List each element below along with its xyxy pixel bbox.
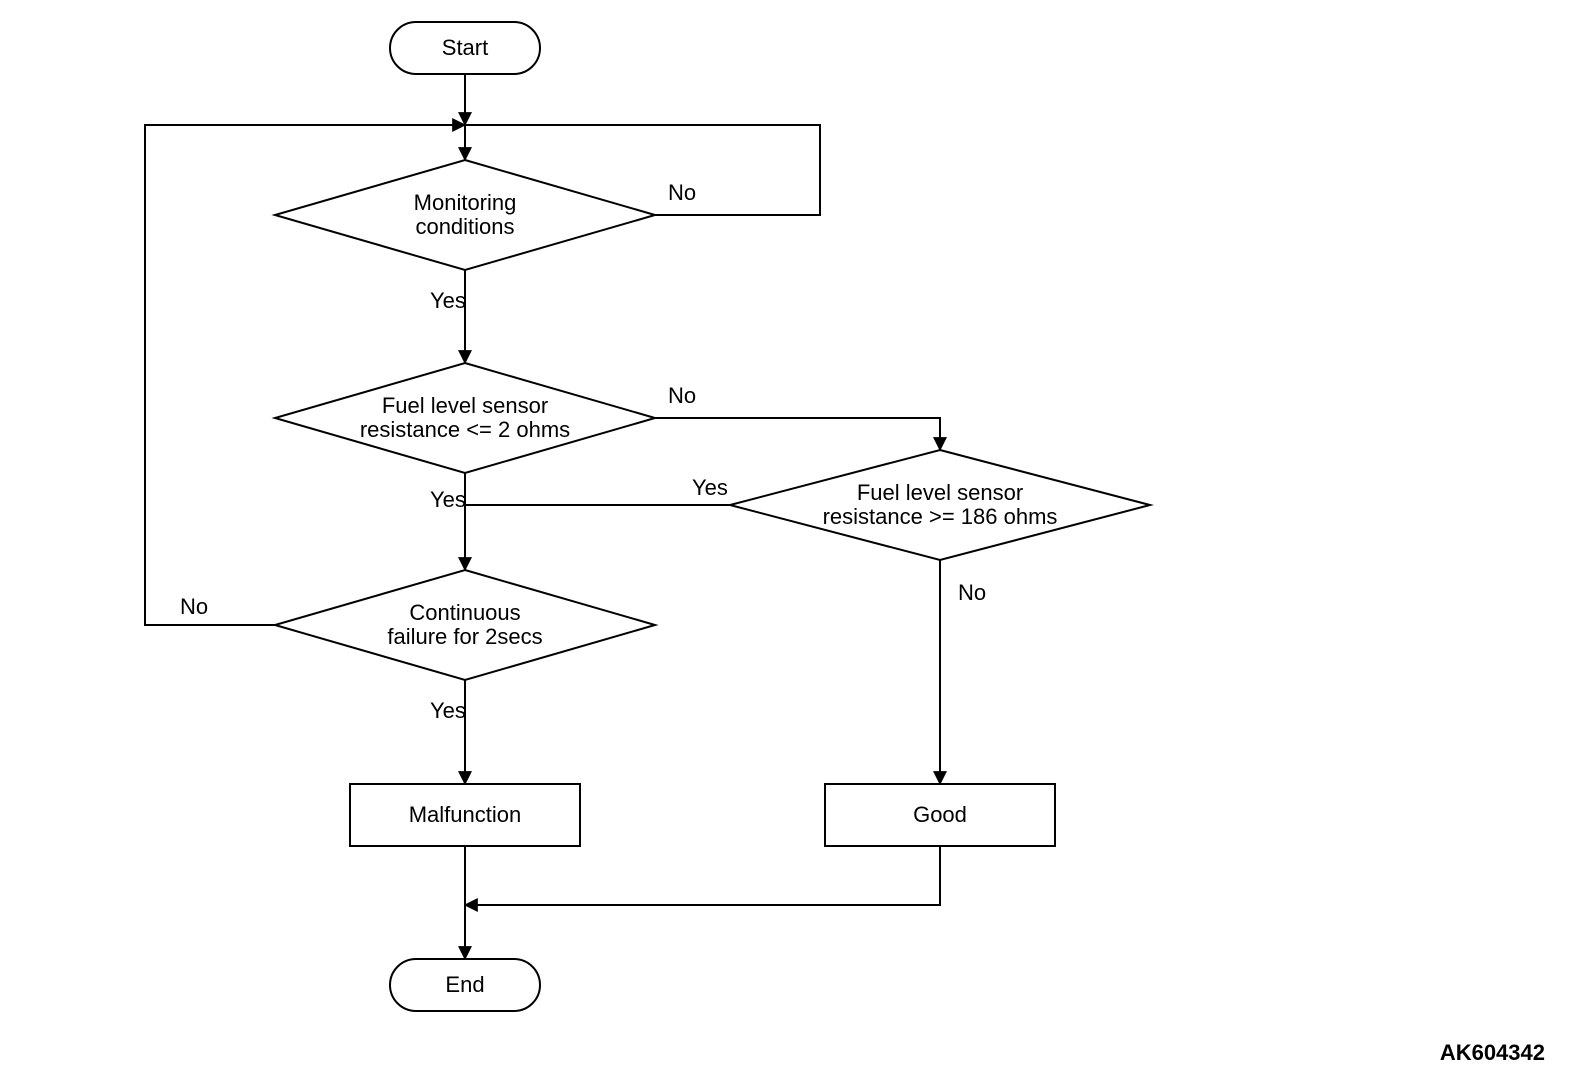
edge-label-monitor-res2: Yes <box>430 288 466 313</box>
node-label-end-0: End <box>445 972 484 997</box>
node-res186: Fuel level sensorresistance >= 186 ohms <box>730 450 1150 560</box>
nodes-layer: Start Monitoringconditions Fuel level sens… <box>275 22 1150 1011</box>
node-res2: Fuel level sensorresistance <= 2 ohms <box>275 363 655 473</box>
node-label-contfail-1: failure for 2secs <box>387 624 542 649</box>
node-end: End <box>390 959 540 1011</box>
edge-label-res186-yes-merge: Yes <box>692 475 728 500</box>
edge-label-monitor-no-loop: No <box>668 180 696 205</box>
edge-label-res2-no-res186: No <box>668 383 696 408</box>
edge-res2-no-res186 <box>655 418 940 450</box>
node-malfunction: Malfunction <box>350 784 580 846</box>
edge-label-contfail-no-loop: No <box>180 594 208 619</box>
edge-label-contfail-yes-mal: Yes <box>430 698 466 723</box>
edge-label-res186-no-good: No <box>958 580 986 605</box>
node-contfail: Continuousfailure for 2secs <box>275 570 655 680</box>
node-label-monitor-1: conditions <box>415 214 514 239</box>
node-label-malfunction-0: Malfunction <box>409 802 522 827</box>
node-label-res186-1: resistance >= 186 ohms <box>823 504 1058 529</box>
node-label-contfail-0: Continuous <box>409 600 520 625</box>
flowchart-canvas: Start Monitoringconditions Fuel level sens… <box>0 0 1572 1089</box>
node-label-res2-1: resistance <= 2 ohms <box>360 417 570 442</box>
edge-label-res2-yes-merge: Yes <box>430 487 466 512</box>
node-label-monitor-0: Monitoring <box>414 190 517 215</box>
node-label-start-0: Start <box>442 35 488 60</box>
edge-good-join <box>465 846 940 905</box>
node-start: Start <box>390 22 540 74</box>
node-label-res2-0: Fuel level sensor <box>382 393 548 418</box>
figure-id: AK604342 <box>1440 1040 1545 1065</box>
node-label-res186-0: Fuel level sensor <box>857 480 1023 505</box>
node-monitor: Monitoringconditions <box>275 160 655 270</box>
node-good: Good <box>825 784 1055 846</box>
node-label-good-0: Good <box>913 802 967 827</box>
